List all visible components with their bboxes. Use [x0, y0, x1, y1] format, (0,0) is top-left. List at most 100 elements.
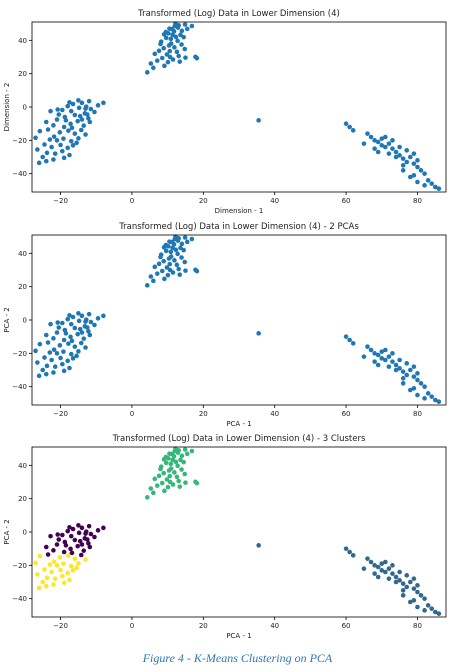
data-point	[51, 347, 57, 352]
data-point	[43, 332, 49, 338]
x-tick-label: 0	[130, 410, 134, 418]
data-point	[68, 351, 74, 357]
data-point	[404, 573, 410, 578]
data-point	[79, 117, 85, 122]
data-point	[35, 360, 40, 365]
data-point	[43, 371, 49, 377]
x-tick-label: 60	[342, 622, 351, 630]
data-point	[62, 539, 68, 545]
data-point	[418, 381, 424, 386]
data-point	[37, 553, 43, 559]
data-point	[45, 552, 51, 557]
data-point	[163, 35, 169, 41]
data-point	[87, 332, 93, 338]
data-point	[61, 368, 67, 374]
data-point	[400, 588, 406, 593]
data-point	[170, 57, 176, 62]
data-point	[52, 364, 58, 369]
data-point	[386, 151, 392, 156]
data-point	[429, 606, 435, 611]
data-point	[76, 311, 81, 316]
data-point	[83, 317, 89, 322]
data-point	[181, 34, 186, 40]
data-point	[60, 320, 65, 326]
data-point	[92, 322, 97, 328]
data-point	[386, 354, 392, 359]
y-axis-label: PCA - 2	[3, 307, 11, 332]
data-point	[154, 271, 160, 276]
data-point	[152, 51, 158, 57]
data-point	[383, 144, 388, 150]
data-point	[79, 313, 85, 319]
chart-title: Transformed (Log) Data in Lower Dimensio…	[137, 9, 340, 19]
data-point	[47, 350, 53, 355]
data-point	[72, 537, 78, 543]
plot-frame	[31, 234, 447, 406]
data-point	[156, 261, 162, 267]
data-point	[386, 141, 392, 146]
data-point	[415, 158, 420, 163]
figure-canvas: Transformed (Log) Data in Lower Dimensio…	[3, 9, 447, 640]
data-point	[372, 146, 377, 151]
data-point	[400, 381, 406, 386]
data-point	[61, 155, 67, 161]
data-point	[172, 45, 177, 50]
data-point	[70, 143, 76, 148]
data-point	[393, 367, 399, 373]
data-point	[422, 608, 427, 613]
data-point	[148, 61, 154, 66]
data-point	[70, 101, 76, 107]
data-point	[189, 23, 195, 29]
data-point	[415, 604, 420, 610]
y-tick-label: −20	[12, 562, 27, 570]
data-point	[436, 399, 442, 404]
data-point	[170, 482, 176, 487]
data-point	[171, 454, 177, 459]
data-point	[78, 340, 84, 346]
y-axis-label: PCA - 2	[3, 519, 11, 544]
data-point	[48, 108, 53, 114]
data-point	[88, 106, 94, 112]
data-point	[386, 566, 392, 571]
data-point	[85, 325, 90, 330]
data-point	[372, 571, 377, 576]
data-point	[390, 138, 395, 143]
x-tick-label: 20	[199, 410, 208, 418]
data-point	[57, 555, 63, 560]
data-point	[375, 352, 381, 358]
data-point	[156, 48, 162, 54]
data-point	[393, 574, 399, 580]
data-point	[408, 154, 413, 160]
data-point	[43, 119, 49, 125]
data-point	[408, 367, 413, 373]
data-point	[411, 598, 417, 603]
data-point	[86, 116, 91, 121]
data-point	[365, 344, 370, 349]
data-point	[179, 467, 184, 472]
data-point	[70, 314, 76, 320]
x-tick-label: 0	[130, 197, 134, 205]
data-point	[422, 171, 427, 176]
data-point	[70, 526, 76, 532]
data-point	[174, 262, 180, 268]
y-tick-label: 20	[18, 283, 27, 291]
data-point	[87, 544, 93, 550]
data-point	[168, 36, 174, 42]
data-point	[56, 325, 62, 330]
data-point	[365, 131, 370, 136]
data-point	[179, 255, 184, 260]
data-point	[83, 132, 88, 137]
data-point	[67, 152, 72, 158]
data-point	[425, 178, 431, 183]
data-point	[83, 345, 88, 350]
data-point	[67, 577, 72, 583]
y-tick-label: 40	[18, 462, 27, 470]
data-point	[415, 583, 420, 588]
data-point	[164, 52, 170, 57]
data-point	[74, 565, 79, 571]
data-point	[40, 154, 46, 160]
data-point	[162, 276, 167, 282]
data-point	[36, 373, 42, 379]
data-point	[152, 264, 158, 270]
x-tick-label: −20	[53, 622, 68, 630]
